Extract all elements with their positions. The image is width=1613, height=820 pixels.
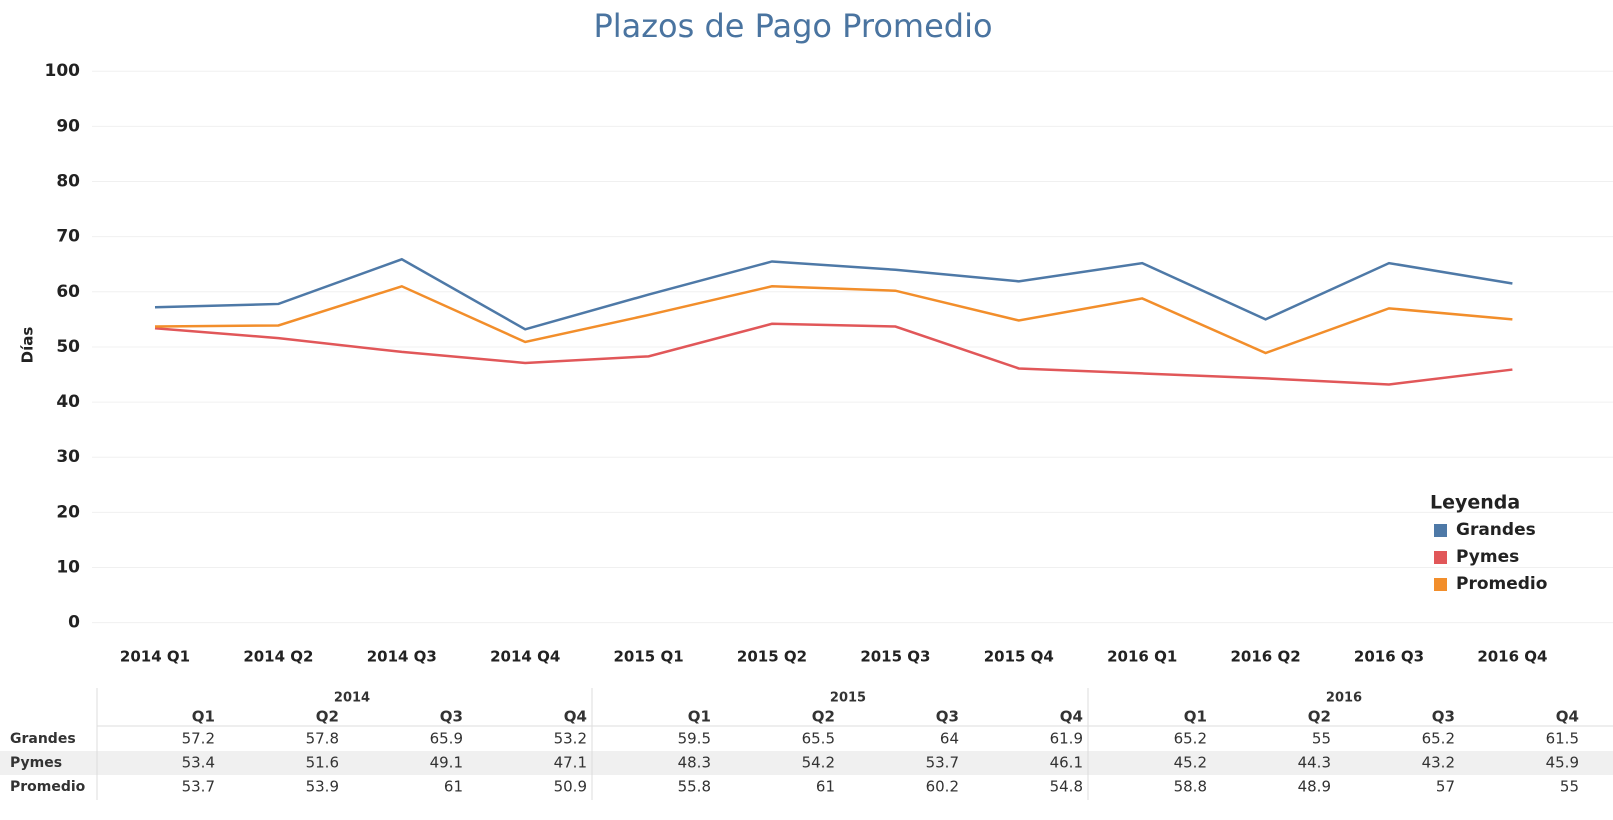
table-cell: 57.2 xyxy=(182,730,215,748)
chart-title: Plazos de Pago Promedio xyxy=(593,7,992,45)
table-cell: 61.5 xyxy=(1546,730,1579,748)
table-cell: 55 xyxy=(1312,730,1331,748)
x-tick-label: 2014 Q3 xyxy=(367,648,437,666)
table-cell: 49.1 xyxy=(430,754,463,772)
table-cell: 48.3 xyxy=(678,754,711,772)
table-cell: 46.1 xyxy=(1050,754,1083,772)
series-line xyxy=(154,257,1513,331)
table-cell: 57.8 xyxy=(306,730,339,748)
table-cell: 64 xyxy=(940,730,959,748)
table-year: 2016 xyxy=(1326,691,1362,706)
table-cell: 60.2 xyxy=(926,778,959,796)
x-tick-label: 2016 Q4 xyxy=(1477,648,1547,666)
table-cell: 65.9 xyxy=(430,730,463,748)
x-tick-label: 2014 Q4 xyxy=(490,648,560,666)
x-tick-label: 2015 Q4 xyxy=(984,648,1054,666)
y-tick-label: 80 xyxy=(56,172,80,192)
table-cell: 53.9 xyxy=(306,778,339,796)
table-quarter: Q1 xyxy=(1184,708,1207,726)
legend-swatch xyxy=(1434,578,1447,591)
table-cell: 61.9 xyxy=(1050,730,1083,748)
table-cell: 54.2 xyxy=(802,754,835,772)
row-label: Grandes xyxy=(10,731,76,747)
table-cell: 61 xyxy=(816,778,835,796)
table-cell: 45.2 xyxy=(1174,754,1207,772)
y-tick-label: 0 xyxy=(68,613,80,633)
x-tick-label: 2014 Q1 xyxy=(120,648,190,666)
legend-swatch xyxy=(1434,551,1447,564)
y-tick-label: 60 xyxy=(56,282,80,302)
y-tick-label: 100 xyxy=(45,61,81,81)
row-label: Pymes xyxy=(10,755,62,771)
x-tick-label: 2015 Q1 xyxy=(614,648,684,666)
series-line xyxy=(154,322,1513,386)
table-quarter: Q2 xyxy=(316,708,339,726)
table-cell: 48.9 xyxy=(1298,778,1331,796)
table-cell: 44.3 xyxy=(1298,754,1331,772)
table-quarter: Q4 xyxy=(1556,708,1579,726)
table-cell: 55 xyxy=(1560,778,1579,796)
table-cell: 54.8 xyxy=(1050,778,1083,796)
table-cell: 65.2 xyxy=(1174,730,1207,748)
table-quarter: Q1 xyxy=(688,708,711,726)
table-quarter: Q4 xyxy=(1060,708,1083,726)
legend-title: Leyenda xyxy=(1430,492,1520,514)
legend-label: Grandes xyxy=(1456,520,1536,540)
table-cell: 53.7 xyxy=(926,754,959,772)
table-cell: 53.7 xyxy=(182,778,215,796)
y-tick-label: 10 xyxy=(56,558,80,578)
table-cell: 43.2 xyxy=(1422,754,1455,772)
y-tick-label: 20 xyxy=(56,502,80,522)
table-cell: 59.5 xyxy=(678,730,711,748)
table-year: 2015 xyxy=(830,691,866,706)
x-tick-label: 2016 Q1 xyxy=(1107,648,1177,666)
x-tick-label: 2015 Q3 xyxy=(860,648,930,666)
table-quarter: Q3 xyxy=(440,708,463,726)
table-quarter: Q2 xyxy=(1308,708,1331,726)
y-axis-label: Días xyxy=(19,327,37,364)
table-cell: 57 xyxy=(1436,778,1455,796)
y-tick-label: 30 xyxy=(56,447,80,467)
legend-swatch xyxy=(1434,524,1447,537)
legend-label: Pymes xyxy=(1456,547,1519,567)
x-tick-label: 2014 Q2 xyxy=(243,648,313,666)
row-band xyxy=(0,751,1613,775)
table-cell: 55.8 xyxy=(678,778,711,796)
table-quarter: Q3 xyxy=(936,708,959,726)
y-tick-label: 40 xyxy=(56,392,80,412)
x-tick-label: 2016 Q3 xyxy=(1354,648,1424,666)
table-quarter: Q2 xyxy=(812,708,835,726)
table-year: 2014 xyxy=(334,691,370,706)
table-quarter: Q4 xyxy=(564,708,587,726)
x-tick-label: 2016 Q2 xyxy=(1231,648,1301,666)
table-cell: 58.8 xyxy=(1174,778,1207,796)
table-cell: 65.5 xyxy=(802,730,835,748)
table-cell: 65.2 xyxy=(1422,730,1455,748)
table-cell: 61 xyxy=(444,778,463,796)
table-cell: 50.9 xyxy=(554,778,587,796)
table-cell: 53.2 xyxy=(554,730,587,748)
table-cell: 53.4 xyxy=(182,754,215,772)
y-tick-label: 90 xyxy=(56,116,80,136)
y-tick-label: 70 xyxy=(56,227,80,247)
table-cell: 47.1 xyxy=(554,754,587,772)
row-label: Promedio xyxy=(10,779,86,795)
legend-label: Promedio xyxy=(1456,574,1547,594)
table-quarter: Q3 xyxy=(1432,708,1455,726)
x-tick-label: 2015 Q2 xyxy=(737,648,807,666)
table-quarter: Q1 xyxy=(192,708,215,726)
y-tick-label: 50 xyxy=(56,337,80,357)
table-cell: 51.6 xyxy=(306,754,339,772)
series-line xyxy=(154,284,1513,355)
table-cell: 45.9 xyxy=(1546,754,1579,772)
